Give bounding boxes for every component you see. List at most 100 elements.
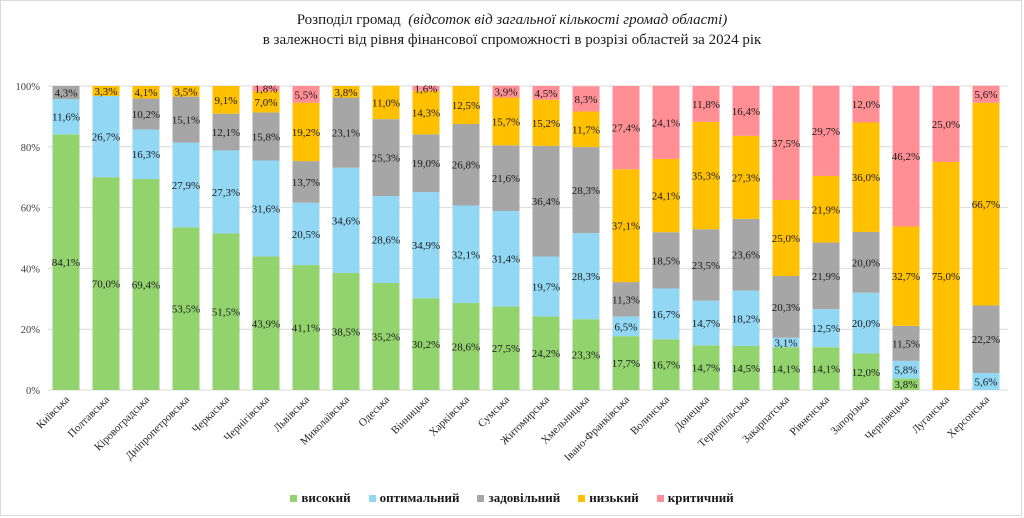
data-label: 26,8%	[452, 160, 480, 172]
data-label: 21,9%	[812, 204, 840, 216]
bar-segment-низький	[212, 86, 240, 114]
legend-label: високий	[301, 490, 351, 505]
bar-segment-низький	[572, 111, 600, 148]
bar-segment-низький	[132, 86, 160, 99]
data-label: 29,7%	[812, 126, 840, 138]
bar-segment-низький	[692, 121, 720, 230]
data-label: 11,7%	[572, 124, 600, 136]
bar-segment-задовільний	[732, 218, 760, 291]
data-label: 35,3%	[692, 171, 720, 183]
bar-segment-низький	[972, 102, 1000, 306]
bar-segment-оптимальний	[372, 196, 400, 283]
bar-segment-задовільний	[972, 305, 1000, 373]
data-label: 27,3%	[732, 172, 760, 184]
data-label: 37,1%	[612, 221, 640, 233]
bar-segment-високий	[212, 233, 240, 390]
data-label: 17,7%	[612, 358, 640, 370]
bar-segment-високий	[772, 347, 800, 390]
x-tick-label: Донецька	[672, 394, 712, 434]
data-label: 1,8%	[255, 83, 278, 95]
data-label: 24,1%	[652, 191, 680, 203]
legend-label: оптимальний	[379, 490, 460, 505]
data-label: 14,1%	[772, 364, 800, 376]
data-label: 43,9%	[252, 318, 280, 330]
x-tick-label: Рівненська	[788, 394, 833, 439]
x-tick-label: Львівська	[271, 394, 312, 435]
bar-segment-критичний	[652, 85, 680, 159]
data-label: 28,3%	[572, 185, 600, 197]
bar-segment-низький	[772, 200, 800, 276]
bar-segment-низький	[612, 169, 640, 283]
bar-segment-оптимальний	[572, 233, 600, 320]
data-label: 18,2%	[732, 313, 760, 325]
bar-segment-оптимальний	[972, 372, 1000, 390]
bar-segment-задовільний	[772, 276, 800, 338]
bar-segment-задовільний	[452, 124, 480, 206]
bar-segment-критичний	[492, 85, 520, 98]
data-label: 13,7%	[292, 177, 320, 189]
bar-segment-низький	[252, 91, 280, 113]
bar-segment-оптимальний	[452, 205, 480, 304]
x-tick-label: Волинська	[628, 394, 672, 438]
data-label: 34,6%	[332, 215, 360, 227]
bar-segment-низький	[332, 86, 360, 98]
data-label: 25,0%	[772, 233, 800, 245]
data-label: 69,4%	[132, 280, 160, 292]
legend-swatch	[368, 494, 376, 502]
bar-segment-критичний	[772, 86, 800, 200]
bar-segment-низький	[892, 226, 920, 326]
data-label: 28,6%	[452, 342, 480, 354]
bar-segment-низький	[92, 86, 120, 97]
data-label: 15,8%	[252, 131, 280, 143]
data-label: 20,5%	[292, 229, 320, 241]
bar-segment-оптимальний	[692, 300, 720, 346]
data-label: 37,5%	[772, 138, 800, 150]
data-label: 51,5%	[212, 307, 240, 319]
data-label: 16,7%	[652, 360, 680, 372]
data-label: 21,9%	[812, 271, 840, 283]
bar-segment-оптимальний	[492, 210, 520, 307]
bar-segment-задовільний	[852, 231, 880, 293]
bar-segment-низький	[652, 158, 680, 233]
bar-segment-низький	[412, 90, 440, 135]
data-label: 31,6%	[252, 204, 280, 216]
legend-label: низький	[589, 490, 639, 505]
data-label: 11,8%	[692, 99, 720, 111]
data-label: 31,4%	[492, 254, 520, 266]
data-label: 15,1%	[172, 115, 200, 127]
bar-segment-оптимальний	[212, 150, 240, 234]
bar-segment-задовільний	[692, 229, 720, 301]
data-label: 21,6%	[492, 173, 520, 185]
bar-segment-низький	[932, 162, 960, 390]
bar-segment-задовільний	[892, 325, 920, 361]
bar-segment-оптимальний	[92, 96, 120, 178]
bar-segment-низький	[452, 86, 480, 124]
data-label: 84,1%	[52, 257, 80, 269]
data-label: 34,9%	[412, 240, 440, 252]
bar-segment-високий	[332, 272, 360, 390]
data-label: 3,8%	[895, 379, 918, 391]
legend-swatch	[290, 494, 298, 502]
legend-item: задовільний	[477, 490, 560, 506]
y-tick-label: 60%	[21, 204, 41, 215]
bar-segment-оптимальний	[292, 202, 320, 266]
data-label: 6,5%	[615, 321, 638, 333]
bar-segment-високий	[812, 347, 840, 390]
data-label: 28,3%	[572, 271, 600, 283]
bar-segment-низький	[172, 86, 200, 97]
data-label: 26,7%	[92, 132, 120, 144]
bar-segment-високий	[292, 265, 320, 390]
bar-segment-низький	[492, 97, 520, 146]
data-label: 16,7%	[652, 309, 680, 321]
bar-segment-задовільний	[292, 161, 320, 203]
x-tick-label: Черкаська	[190, 394, 232, 436]
data-label: 19,2%	[292, 127, 320, 139]
bar-segment-задовільний	[492, 145, 520, 211]
data-label: 14,3%	[412, 108, 440, 120]
data-label: 11,6%	[52, 112, 80, 124]
data-label: 25,0%	[932, 119, 960, 131]
data-label: 20,0%	[852, 318, 880, 330]
bar-segment-оптимальний	[852, 292, 880, 354]
bar-segment-критичний	[532, 86, 560, 100]
